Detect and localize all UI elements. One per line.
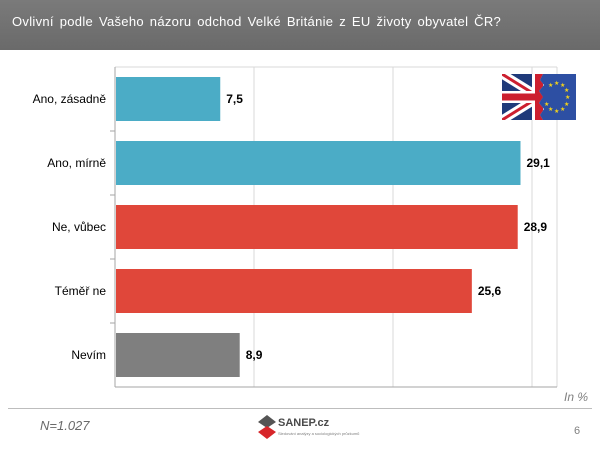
page-title: Ovlivní podle Vašeho názoru odchod Velké…	[12, 14, 502, 29]
category-label: Nevím	[71, 348, 106, 362]
logo-text: SANEP.cz	[278, 417, 330, 429]
svg-text:★: ★	[548, 82, 553, 89]
value-label: 29,1	[526, 156, 550, 170]
value-label: 25,6	[478, 284, 502, 298]
svg-text:★: ★	[560, 106, 565, 113]
svg-text:★: ★	[554, 108, 559, 115]
svg-text:★: ★	[560, 82, 565, 89]
uk-eu-split-flag-icon: ★ ★★ ★★★ ★★★ ★	[502, 74, 576, 120]
svg-text:★: ★	[565, 94, 570, 101]
logo-subtext: Sledování analýzy a sociologických průzk…	[278, 431, 360, 436]
value-label: 8,9	[246, 348, 263, 362]
svg-text:★: ★	[564, 87, 569, 94]
svg-text:★: ★	[548, 106, 553, 113]
bar	[116, 333, 240, 377]
bar	[116, 269, 472, 313]
sanep-logo-icon	[258, 415, 276, 439]
svg-text:★: ★	[564, 101, 569, 108]
category-label: Ano, zásadně	[33, 92, 107, 106]
bar	[116, 77, 221, 121]
sanep-logo: SANEP.cz Sledování analýzy a sociologick…	[257, 414, 367, 444]
value-label: 28,9	[524, 220, 548, 234]
units-label: In %	[563, 390, 588, 404]
svg-text:★: ★	[544, 101, 549, 108]
bar	[116, 141, 521, 185]
category-label: Ne, vůbec	[52, 220, 106, 234]
category-label: Ano, mírně	[47, 156, 106, 170]
value-label: 7,5	[226, 92, 243, 106]
footer-divider	[8, 408, 592, 409]
category-label: Téměř ne	[55, 284, 107, 298]
bar-chart: Ano, zásadně 7,5 Ano, mírně 29,1 Ne, vůbec 28…	[33, 66, 558, 388]
header-bar: Ovlivní podle Vašeho názoru odchod Velké…	[0, 0, 600, 50]
bar	[116, 205, 518, 249]
svg-text:★: ★	[554, 80, 559, 87]
page-number: 6	[574, 425, 581, 437]
sample-size: N=1.027	[40, 418, 90, 433]
